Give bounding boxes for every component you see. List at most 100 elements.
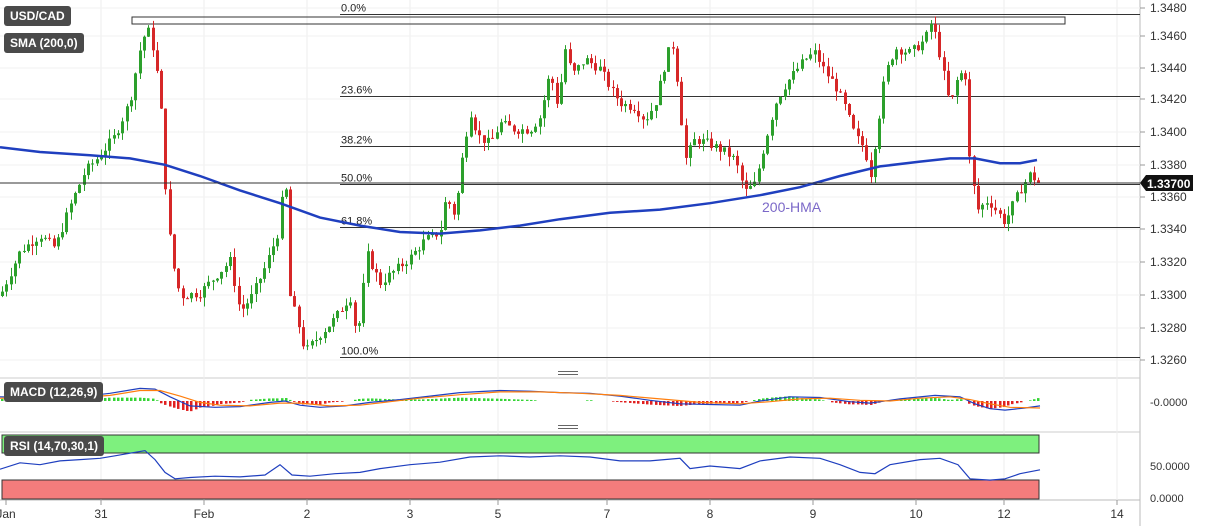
price-tick-label: 1.3460 [1150, 29, 1187, 43]
macd-histogram-bar [1, 398, 4, 401]
macd-histogram-bar [667, 401, 670, 406]
macd-histogram-bar [341, 401, 344, 402]
candle-body [624, 103, 627, 107]
candle-body [461, 157, 464, 193]
candle-body [560, 82, 563, 104]
candle-body [491, 137, 494, 139]
macd-histogram-bar [216, 401, 219, 405]
macd-histogram-bar [650, 401, 653, 405]
fib-level-label: 23.6% [341, 85, 372, 97]
macd-histogram-bar [422, 399, 425, 401]
candle-body [186, 298, 189, 300]
macd-histogram-bar [182, 401, 185, 410]
candle-body [65, 212, 68, 233]
macd-histogram-bar [336, 401, 339, 402]
macd-histogram-bar [431, 398, 434, 401]
rsi-overbought-band [1, 434, 1040, 454]
macd-line [0, 387, 1041, 411]
candle-body [887, 65, 890, 82]
macd-histogram-bar [130, 397, 133, 401]
candle-body [263, 268, 266, 279]
macd-histogram-bar [917, 398, 920, 401]
macd-histogram-bar [143, 397, 146, 401]
candle-body [917, 45, 920, 51]
rsi-oversold-band [1, 479, 1040, 500]
macd-histogram-bar [943, 399, 946, 401]
macd-histogram-bar [655, 401, 658, 405]
macd-histogram-bar [646, 401, 649, 405]
macd-histogram-bar [659, 401, 662, 406]
macd-histogram-bar [779, 396, 782, 401]
symbol-badge[interactable]: USD/CAD [4, 6, 71, 26]
price-tick-label: 1.3360 [1150, 190, 1187, 204]
macd-histogram-bar [242, 401, 245, 402]
macd-histogram-bar [908, 399, 911, 401]
rsi-pane-resize-handle[interactable] [558, 425, 578, 431]
candle-body [139, 50, 142, 74]
macd-indicator-badge[interactable]: MACD (12,26,9) [4, 382, 104, 402]
candle-body [960, 73, 963, 81]
macd-histogram-bar [534, 400, 537, 401]
candle-body [444, 202, 447, 230]
candle-body [104, 150, 107, 157]
time-tick-label: 9 [810, 507, 817, 521]
candle-body [680, 81, 683, 126]
candle-body [285, 189, 288, 197]
macd-histogram-bar [848, 401, 851, 405]
candle-body [392, 271, 395, 273]
macd-histogram-bar [762, 398, 765, 401]
macd-histogram-bar [199, 401, 202, 408]
candle-body [956, 80, 959, 96]
macd-histogram-bar [379, 398, 382, 401]
candle-body [616, 88, 619, 99]
candle-body [784, 89, 787, 97]
candle-body [242, 304, 245, 309]
candle-body [569, 49, 572, 64]
macd-histogram-bar [328, 401, 331, 403]
candle-body [324, 331, 327, 339]
macd-histogram-bar [693, 401, 696, 405]
candle-body [715, 144, 718, 148]
candle-body [27, 244, 30, 251]
candle-body [1011, 201, 1014, 216]
candle-body [207, 281, 210, 287]
macd-histogram-bar [453, 397, 456, 401]
macd-histogram-bar [1003, 401, 1006, 408]
candle-body [586, 58, 589, 65]
candle-body [676, 48, 679, 82]
candle-body [48, 237, 51, 239]
candle-body [732, 155, 735, 157]
candle-body [182, 288, 185, 299]
candle-body [238, 285, 241, 305]
sma-indicator-badge[interactable]: SMA (200,0) [4, 33, 84, 53]
candle-body [551, 78, 554, 83]
candle-body [839, 91, 842, 93]
macd-histogram-bar [435, 398, 438, 401]
candle-body [999, 210, 1002, 214]
candle-body [667, 47, 670, 72]
candle-body [177, 268, 180, 289]
rsi-indicator-badge[interactable]: RSI (14,70,30,1) [4, 436, 105, 456]
candle-body [977, 185, 980, 210]
macd-histogram-bar [728, 401, 731, 404]
macd-pane-resize-handle[interactable] [558, 371, 578, 377]
macd-histogram-bar [517, 399, 520, 401]
candle-body [453, 203, 456, 215]
macd-histogram-bar [108, 397, 111, 401]
candle-body [117, 133, 120, 136]
candle-body [229, 257, 232, 267]
macd-histogram-bar [272, 398, 275, 401]
candle-body [938, 31, 941, 58]
candle-body [990, 203, 993, 208]
candle-body [1016, 192, 1019, 202]
candle-body [362, 282, 365, 324]
candle-body [302, 327, 305, 347]
macd-histogram-bar [719, 401, 722, 404]
macd-histogram-bar [689, 401, 692, 406]
candle-body [487, 137, 490, 143]
candle-body [947, 70, 950, 96]
time-tick-label: 10 [909, 507, 923, 521]
candle-body [874, 149, 877, 178]
candle-body [637, 110, 640, 117]
